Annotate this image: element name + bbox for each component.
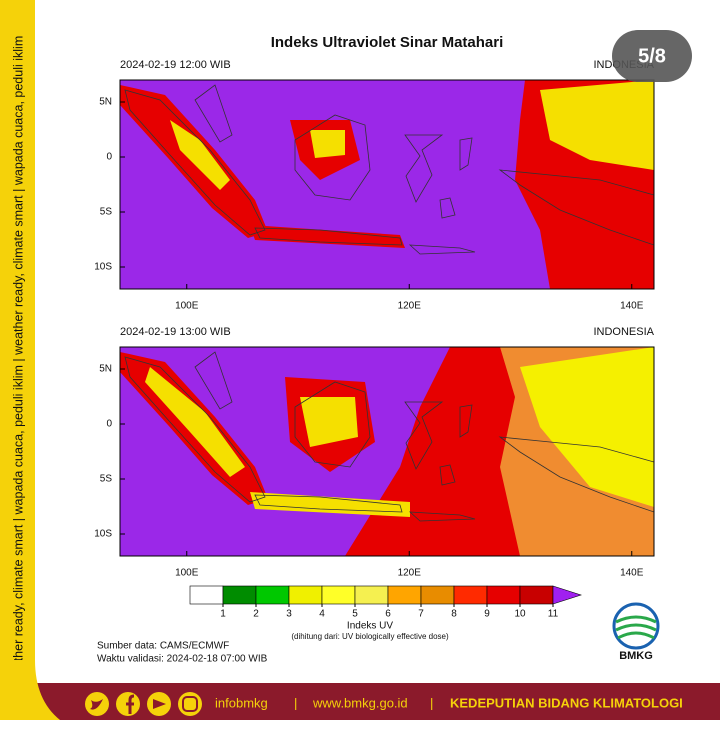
colorbar-tick-label: 9 (484, 609, 490, 620)
colorbar-tick-label: 4 (319, 609, 325, 620)
y-tick-label: 0 (106, 419, 112, 430)
colorbar-box (453, 585, 488, 605)
x-tick-label: 100E (175, 568, 199, 579)
badge-text: 5/8 (638, 45, 666, 67)
colorbar-tick-label: 1 (220, 609, 226, 620)
footer-website[interactable]: www.bmkg.go.id (312, 695, 408, 710)
uv-area (170, 120, 230, 190)
validity: Waktu validasi: 2024-02-18 07:00 WIB (97, 654, 268, 665)
map-frame (119, 79, 655, 290)
panel-time: 2024-02-19 12:00 WIB (120, 59, 231, 71)
uv-area (250, 225, 405, 248)
panel-region: INDONESIA (593, 326, 654, 338)
y-tick-label: 5S (100, 207, 113, 218)
x-tick-label: 120E (398, 301, 422, 312)
colorbar-box (288, 585, 323, 605)
colorbar-note: (dihitung dari: UV biologically effectiv… (291, 632, 449, 641)
footer-corner (0, 660, 60, 720)
y-tick-label: 10S (94, 529, 112, 540)
sidebar-text: weather ready, climate smart | wapada cu… (11, 36, 25, 685)
badge-bg (612, 30, 692, 82)
source: Sumber data: CAMS/ECMWF (97, 641, 229, 652)
uv-area (145, 367, 245, 477)
colorbar-box (354, 585, 389, 605)
map-panel: 2024-02-19 12:00 WIBINDONESIA5N05S10S100… (94, 59, 654, 312)
uv-area (300, 397, 358, 447)
map-frame (119, 346, 655, 557)
colorbar-box (519, 585, 554, 605)
twitter-glyph (90, 699, 103, 710)
y-tick-label: 5N (99, 97, 112, 108)
colorbar-arrow (552, 585, 582, 605)
y-tick-label: 0 (106, 152, 112, 163)
footer-handle[interactable]: infobmkg (215, 695, 268, 710)
instagram-icon[interactable] (178, 692, 202, 716)
uv-area (310, 130, 345, 158)
y-tick-label: 10S (94, 262, 112, 273)
y-tick-label: 5N (99, 364, 112, 375)
youtube-glyph (153, 699, 166, 709)
colorbar-label: Indeks UV (347, 621, 393, 632)
logo-text: BMKG (619, 650, 653, 662)
footer-unit: KEDEPUTIAN BIDANG KLIMATOLOGI (450, 695, 683, 710)
page-badge: 5/8 (612, 30, 692, 82)
sidebar-strip (0, 0, 35, 720)
facebook-glyph (126, 694, 135, 714)
bmkg-logo: BMKG (612, 602, 660, 662)
x-tick-label: 100E (175, 301, 199, 312)
social-icons (85, 692, 202, 716)
map-panel: 2024-02-19 13:00 WIB INDONESIA 5N 0 5S 10S 100… (94, 326, 654, 579)
x-tick-label: 120E (398, 568, 422, 579)
title: Indeks Ultraviolet Sinar Matahari (271, 34, 504, 51)
uv-area (520, 347, 654, 507)
x-tick-label: 140E (620, 301, 644, 312)
colorbar-box (321, 585, 356, 605)
panel-time: 2024-02-19 13:00 WIB (120, 326, 231, 338)
logo-waves (615, 615, 657, 640)
colorbar-box (420, 585, 455, 605)
colorbar-tick-label: 8 (451, 609, 457, 620)
colorbar-tick-label: 10 (514, 609, 526, 620)
colorbar: 1 2 3 4 5 6 7 8 9 10 11 (189, 585, 582, 620)
instagram-glyph (182, 696, 198, 712)
footer-separator: | (294, 695, 297, 710)
x-tick-label: 140E (620, 568, 644, 579)
colorbar-tick-label: 7 (418, 609, 424, 620)
y-tick-label: 5S (100, 474, 113, 485)
colorbar-box (222, 585, 257, 605)
colorbar-tick-label: 5 (352, 609, 358, 620)
colorbar-tick-label: 3 (286, 609, 292, 620)
colorbar-box (486, 585, 521, 605)
colorbar-tick-label: 2 (253, 609, 259, 620)
colorbar-box (255, 585, 290, 605)
uv-area (540, 80, 654, 170)
colorbar-tick-label: 11 (548, 609, 559, 620)
colorbar-box (387, 585, 422, 605)
footer-separator: | (430, 695, 433, 710)
colorbar-box (189, 585, 224, 605)
colorbar-tick-label: 6 (385, 609, 391, 620)
